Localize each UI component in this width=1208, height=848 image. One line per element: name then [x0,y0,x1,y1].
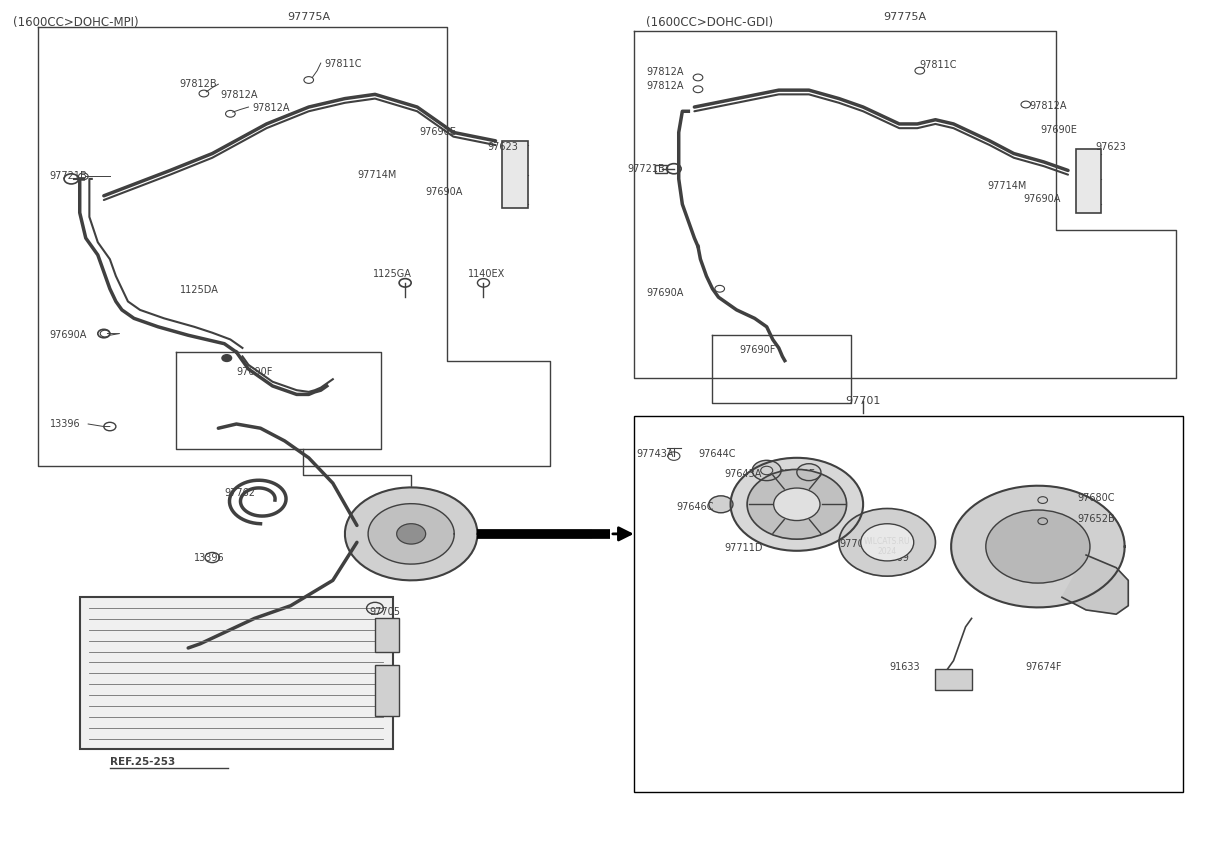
Text: 97811C: 97811C [325,59,362,69]
Bar [935,669,971,690]
Text: 97674F: 97674F [1026,662,1062,672]
Text: 97690E: 97690E [1040,125,1078,135]
Text: 97762: 97762 [225,488,255,499]
Text: 97643E: 97643E [779,469,815,479]
Text: 91633: 91633 [889,662,920,672]
Circle shape [861,524,913,561]
Circle shape [396,524,425,544]
Bar [501,141,528,209]
Text: 97690A: 97690A [50,330,87,340]
Bar [374,665,399,716]
Bar [655,165,667,173]
Bar [374,618,399,652]
Text: 1140EX: 1140EX [467,269,505,278]
Circle shape [773,488,820,521]
Text: 97652B: 97652B [1078,514,1115,524]
Text: 97812A: 97812A [1029,101,1067,111]
Text: 97690F: 97690F [739,344,776,354]
Circle shape [709,496,733,513]
Bar [1076,149,1100,213]
Text: 97643A: 97643A [725,469,762,479]
Text: 97721B: 97721B [50,171,87,181]
Text: (1600CC>DOHC-MPI): (1600CC>DOHC-MPI) [13,16,139,29]
Text: 97690A: 97690A [646,288,684,298]
Text: 1125GA: 1125GA [372,269,412,278]
Text: 97705: 97705 [368,606,400,616]
Bar [634,416,1183,792]
Text: 97743A: 97743A [637,449,674,459]
Text: 97623: 97623 [487,142,518,152]
Text: 97690A: 97690A [1023,194,1061,204]
Bar [80,597,393,750]
Circle shape [753,460,782,481]
Circle shape [222,354,232,361]
Text: 97775A: 97775A [884,12,927,21]
Polygon shape [368,504,454,564]
Text: 13396: 13396 [50,419,80,429]
Text: 97811C: 97811C [919,59,957,70]
Text: 97714M: 97714M [987,181,1027,191]
Text: 97709: 97709 [878,553,910,562]
Text: 97812A: 97812A [252,103,290,113]
Circle shape [797,464,821,481]
Text: 97812A: 97812A [221,90,259,100]
Text: 97707C: 97707C [840,539,877,549]
Text: (1600CC>DOHC-GDI): (1600CC>DOHC-GDI) [646,16,773,29]
Text: 97812B: 97812B [180,79,217,89]
Text: 97690F: 97690F [237,366,273,377]
Text: WILCATS.RU
2024: WILCATS.RU 2024 [864,537,911,556]
Polygon shape [731,458,864,550]
Circle shape [840,509,935,576]
Text: 97680C: 97680C [1078,494,1115,504]
Text: 97690A: 97690A [425,187,463,197]
Text: 97721B: 97721B [627,164,664,174]
Text: REF.25-253: REF.25-253 [110,757,175,767]
Text: 97714M: 97714M [356,170,396,180]
Text: 97701: 97701 [846,396,881,406]
Polygon shape [345,488,477,580]
Text: 97775A: 97775A [288,12,330,21]
Text: 97644C: 97644C [698,449,736,459]
Text: 97812A: 97812A [646,81,684,91]
Text: 97711D: 97711D [725,544,763,553]
Text: 13396: 13396 [194,553,225,562]
Circle shape [747,470,847,539]
Circle shape [986,510,1090,583]
Polygon shape [1062,555,1128,614]
Text: 97690E: 97690E [419,127,457,137]
Text: 97812A: 97812A [646,67,684,77]
Text: 1125DA: 1125DA [180,286,219,295]
Text: 97623: 97623 [1096,142,1127,152]
Polygon shape [951,486,1125,607]
Text: 97646C: 97646C [676,502,714,512]
